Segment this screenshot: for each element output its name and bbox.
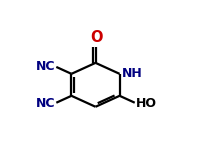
Text: NH: NH [121,67,142,80]
Text: NC: NC [36,60,55,73]
Text: HO: HO [135,97,156,110]
Text: NC: NC [36,97,55,110]
Text: O: O [90,30,102,45]
